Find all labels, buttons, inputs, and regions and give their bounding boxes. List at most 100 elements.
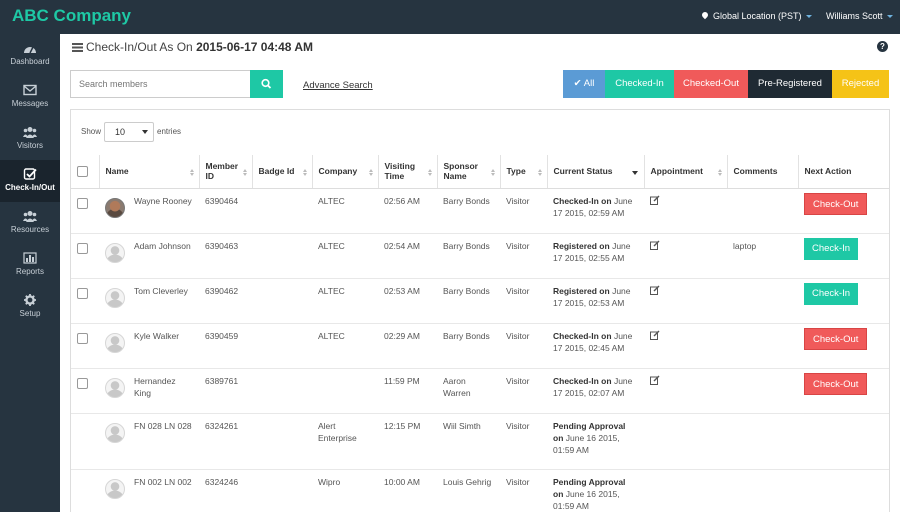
- edit-icon[interactable]: [650, 240, 660, 250]
- member-name[interactable]: Adam Johnson: [134, 240, 191, 251]
- select-all-header: [71, 155, 99, 189]
- comments: [727, 468, 798, 512]
- sidebar: Dashboard Messages Visitors Check-In/Out…: [0, 34, 60, 512]
- select-all-checkbox[interactable]: [77, 166, 88, 178]
- sidebar-item-reports[interactable]: Reports: [0, 244, 60, 286]
- current-status: Registered on June 17 2015, 02:55 AM: [547, 232, 644, 278]
- status-filter-group: ✔ All Checked-In Checked-Out Pre-Registe…: [563, 70, 889, 98]
- list-icon: [72, 43, 83, 52]
- member-name[interactable]: Kyle Walker: [134, 330, 180, 341]
- avatar: [105, 478, 125, 499]
- table-row: FN 002 LN 002 6324246 Wipro 10:00 AM Lou…: [71, 468, 889, 512]
- visitor-type: Visitor: [500, 367, 547, 413]
- check-out-button[interactable]: Check-Out: [804, 327, 868, 350]
- sidebar-item-messages[interactable]: Messages: [0, 76, 60, 118]
- column-header-type[interactable]: Type: [499, 155, 547, 189]
- edit-icon[interactable]: [650, 330, 660, 340]
- column-header-visiting-time[interactable]: Visiting Time: [377, 155, 437, 189]
- badge-id: [252, 322, 312, 368]
- badge-id: [252, 277, 312, 323]
- check-out-button[interactable]: Check-Out: [804, 192, 868, 215]
- company: ALTEC: [312, 277, 378, 323]
- sort-icon: [368, 169, 373, 176]
- filter-checked-out-button[interactable]: Checked-Out: [674, 70, 748, 98]
- member-name[interactable]: Hernandez King: [134, 375, 176, 398]
- column-header-member-id[interactable]: Member ID: [198, 155, 252, 189]
- visitor-type: Visitor: [500, 277, 547, 323]
- member-name[interactable]: Wayne Rooney: [134, 195, 192, 206]
- row-checkbox[interactable]: [77, 332, 88, 344]
- current-status: Checked-In on June 17 2015, 02:45 AM: [547, 322, 644, 368]
- visitor-type: Visitor: [500, 468, 547, 512]
- page-title: Check-In/Out As On 2015-06-17 04:48 AM: [72, 40, 313, 54]
- sidebar-item-visitors[interactable]: Visitors: [0, 118, 60, 160]
- user-menu[interactable]: Williams Scott: [826, 11, 893, 21]
- main-content: Check-In/Out As On 2015-06-17 04:48 AM ?…: [60, 34, 900, 512]
- filter-checked-in-button[interactable]: Checked-In: [605, 70, 674, 98]
- column-header-appointment[interactable]: Appointment: [643, 155, 727, 189]
- sidebar-item-resources[interactable]: Resources: [0, 202, 60, 244]
- sidebar-item-dashboard[interactable]: Dashboard: [0, 34, 60, 76]
- location-selector[interactable]: Global Location (PST): [700, 10, 812, 21]
- sort-icon: [242, 169, 247, 176]
- avatar: [105, 242, 125, 263]
- comments: laptop: [727, 232, 798, 278]
- entries-select[interactable]: 10: [104, 122, 154, 142]
- current-status: Pending Approval on June 16 2015, 01:59 …: [547, 468, 644, 512]
- column-header-company[interactable]: Company: [311, 155, 378, 189]
- visiting-time: 11:59 PM: [378, 367, 437, 413]
- column-header-current-status[interactable]: Current Status: [546, 155, 644, 189]
- search-input[interactable]: [70, 70, 250, 98]
- sort-icon: [717, 169, 722, 176]
- sort-icon: [427, 169, 432, 176]
- edit-icon[interactable]: [650, 375, 660, 385]
- location-label: Global Location (PST): [713, 11, 802, 21]
- page-title-prefix: Check-In/Out As On: [86, 40, 193, 54]
- visitor-type: Visitor: [500, 187, 547, 233]
- sponsor-name: Barry Bonds: [437, 322, 500, 368]
- avatar: [105, 332, 125, 353]
- check-out-button[interactable]: Check-Out: [804, 372, 868, 395]
- check-square-icon: [23, 168, 37, 180]
- member-id: 6324261: [199, 412, 252, 469]
- brand-logo[interactable]: ABC Company: [12, 6, 132, 25]
- filter-all-label: All: [583, 78, 595, 89]
- visitor-type: Visitor: [500, 232, 547, 278]
- sidebar-item-setup[interactable]: Setup: [0, 286, 60, 328]
- help-icon[interactable]: ?: [877, 41, 888, 52]
- advance-search-link[interactable]: Advance Search: [303, 80, 373, 91]
- company: Wipro: [312, 468, 378, 512]
- row-checkbox[interactable]: [77, 197, 88, 209]
- check-in-button[interactable]: Check-In: [804, 282, 859, 305]
- comments: [727, 277, 798, 323]
- comments: [727, 367, 798, 413]
- badge-id: [252, 367, 312, 413]
- users-icon: [23, 211, 37, 222]
- chevron-down-icon: [805, 15, 812, 19]
- column-header-sponsor-name[interactable]: Sponsor Name: [436, 155, 500, 189]
- edit-icon[interactable]: [650, 285, 660, 295]
- member-name[interactable]: FN 002 LN 002: [134, 476, 192, 487]
- filter-all-button[interactable]: ✔ All: [563, 70, 605, 98]
- filter-pre-registered-button[interactable]: Pre-Registered: [748, 70, 832, 98]
- sort-desc-icon: [631, 171, 638, 175]
- badge-id: [252, 232, 312, 278]
- edit-icon[interactable]: [650, 195, 660, 205]
- filter-rejected-button[interactable]: Rejected: [832, 70, 889, 98]
- row-checkbox[interactable]: [77, 287, 88, 299]
- visitor-type: Visitor: [500, 412, 547, 469]
- top-bar: ABC Company Global Location (PST) Willia…: [0, 0, 900, 34]
- column-header-name[interactable]: Name: [98, 155, 199, 189]
- row-checkbox[interactable]: [77, 242, 88, 254]
- sidebar-item-label: Check-In/Out: [5, 183, 55, 192]
- column-header-badge-id[interactable]: Badge Id: [251, 155, 312, 189]
- search-button[interactable]: [250, 70, 283, 98]
- entries-label: entries: [157, 127, 182, 136]
- sidebar-item-check-in-out[interactable]: Check-In/Out: [0, 160, 60, 202]
- member-name[interactable]: Tom Cleverley: [134, 285, 188, 296]
- check-in-button[interactable]: Check-In: [804, 237, 859, 260]
- row-checkbox[interactable]: [77, 377, 88, 389]
- avatar: [105, 422, 125, 443]
- member-name[interactable]: FN 028 LN 028: [134, 420, 192, 431]
- show-label: Show: [81, 127, 102, 136]
